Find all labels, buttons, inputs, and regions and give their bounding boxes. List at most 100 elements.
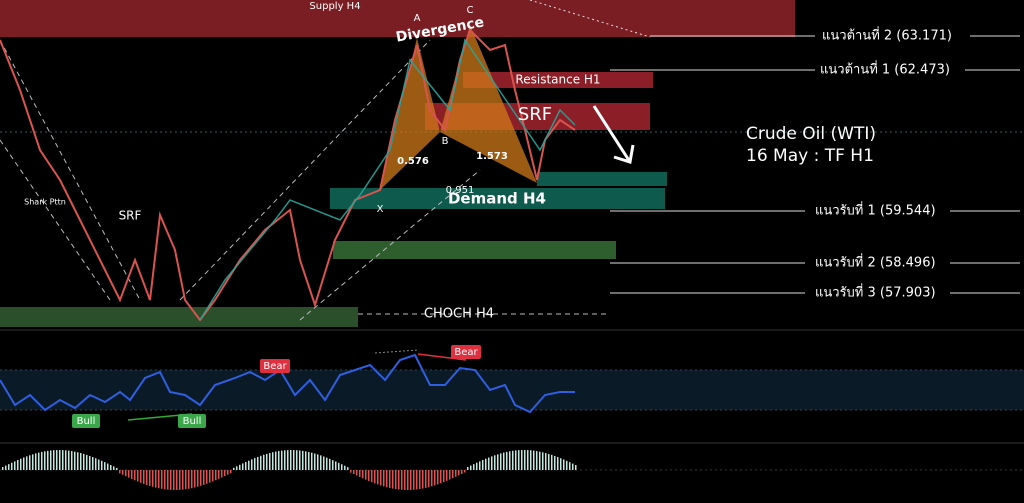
histogram-bar xyxy=(47,450,49,470)
histogram xyxy=(2,450,577,490)
histogram-bar xyxy=(419,470,421,490)
bear-label: Bear xyxy=(454,347,478,358)
histogram-bar xyxy=(56,450,58,470)
histogram-bar xyxy=(320,455,322,470)
histogram-bar xyxy=(368,470,370,481)
histogram-bar xyxy=(329,458,331,470)
histogram-bar xyxy=(317,454,319,470)
histogram-bar xyxy=(392,470,394,489)
histogram-bar xyxy=(545,453,547,470)
level-lines xyxy=(610,35,1020,294)
histogram-bar xyxy=(434,470,436,486)
histogram-bar xyxy=(548,453,550,470)
histogram-bar xyxy=(362,470,364,479)
shark-label: Shark Pttn xyxy=(24,198,66,207)
histogram-bar xyxy=(140,470,142,483)
level-label: แนวต้านที่ 1 (62.473) xyxy=(820,61,950,78)
histogram-bar xyxy=(23,457,25,470)
histogram-bar xyxy=(446,470,448,481)
demand-zone-small xyxy=(537,172,667,186)
histogram-bar xyxy=(554,455,556,470)
histogram-bar xyxy=(17,460,19,470)
histogram-bar xyxy=(539,451,541,470)
histogram-bar xyxy=(473,464,475,470)
histogram-bar xyxy=(251,459,253,470)
histogram-bar xyxy=(230,470,232,474)
level-label: แนวรับที่ 3 (57.903) xyxy=(815,284,936,301)
histogram-bar xyxy=(515,450,517,470)
histogram-bar xyxy=(44,451,46,470)
rsi-line xyxy=(0,353,575,414)
histogram-bar xyxy=(497,454,499,470)
support-zone xyxy=(333,241,616,259)
histogram-bar xyxy=(404,470,406,490)
histogram-bar xyxy=(149,470,151,486)
histogram-bar xyxy=(395,470,397,490)
histogram-bar xyxy=(341,464,343,470)
bull-label: Bull xyxy=(77,416,96,427)
histogram-bar xyxy=(485,458,487,470)
level-label: แนวรับที่ 2 (58.496) xyxy=(815,254,936,271)
histogram-bar xyxy=(2,467,4,470)
level-label: แนวรับที่ 1 (59.544) xyxy=(815,202,936,219)
histogram-bar xyxy=(350,470,352,473)
supply-label: Supply H4 xyxy=(309,1,360,12)
histogram-bar xyxy=(155,470,157,488)
histogram-bar xyxy=(284,450,286,470)
histogram-bar xyxy=(470,465,472,470)
histogram-bar xyxy=(68,450,70,470)
histogram-bar xyxy=(158,470,160,489)
bear-badge xyxy=(451,345,481,359)
histogram-bar xyxy=(218,470,220,479)
histogram-bar xyxy=(86,454,88,470)
histogram-bar xyxy=(5,465,7,470)
histogram-bar xyxy=(383,470,385,487)
histogram-bar xyxy=(371,470,373,483)
histogram-bar xyxy=(464,470,466,473)
histogram-bar xyxy=(335,461,337,470)
histogram-bar xyxy=(71,451,73,470)
histogram-bar xyxy=(551,454,553,470)
histogram-bar xyxy=(416,470,418,490)
channels xyxy=(0,39,610,321)
price-series-up xyxy=(199,38,576,321)
histogram-bar xyxy=(314,453,316,470)
resistance-zone xyxy=(463,72,653,88)
histogram-bar xyxy=(311,452,313,470)
histogram-bar xyxy=(299,450,301,470)
histogram-bar xyxy=(248,460,250,470)
histogram-bar xyxy=(242,463,244,470)
histogram-bar xyxy=(41,451,43,470)
histogram-bar xyxy=(566,460,568,470)
histogram-bar xyxy=(323,456,325,470)
histogram-bar xyxy=(269,452,271,470)
histogram-bar xyxy=(77,452,79,470)
resistance-label: Resistance H1 xyxy=(515,73,600,87)
histogram-bar xyxy=(134,470,136,481)
histogram-bar xyxy=(191,470,193,489)
bull-badge xyxy=(178,414,206,428)
histogram-bar xyxy=(500,453,502,470)
histogram-bar xyxy=(290,450,292,470)
histogram-bar xyxy=(401,470,403,490)
histogram-bar xyxy=(53,450,55,470)
histogram-bar xyxy=(95,458,97,470)
bear-label: Bear xyxy=(263,361,287,372)
supply-zone xyxy=(0,0,795,37)
histogram-bar xyxy=(215,470,217,481)
histogram-bar xyxy=(569,462,571,470)
histogram-bar xyxy=(212,470,214,482)
histogram-bar xyxy=(494,455,496,470)
histogram-bar xyxy=(278,451,280,470)
histogram-bar xyxy=(332,460,334,470)
histogram-bar xyxy=(443,470,445,483)
histogram-bar xyxy=(125,470,127,477)
histogram-bar xyxy=(488,457,490,470)
point-label: X xyxy=(377,204,384,215)
histogram-bar xyxy=(188,470,190,489)
histogram-bar xyxy=(101,460,103,470)
histogram-bar xyxy=(524,450,526,470)
histogram-bar xyxy=(377,470,379,485)
histogram-bar xyxy=(575,465,577,470)
